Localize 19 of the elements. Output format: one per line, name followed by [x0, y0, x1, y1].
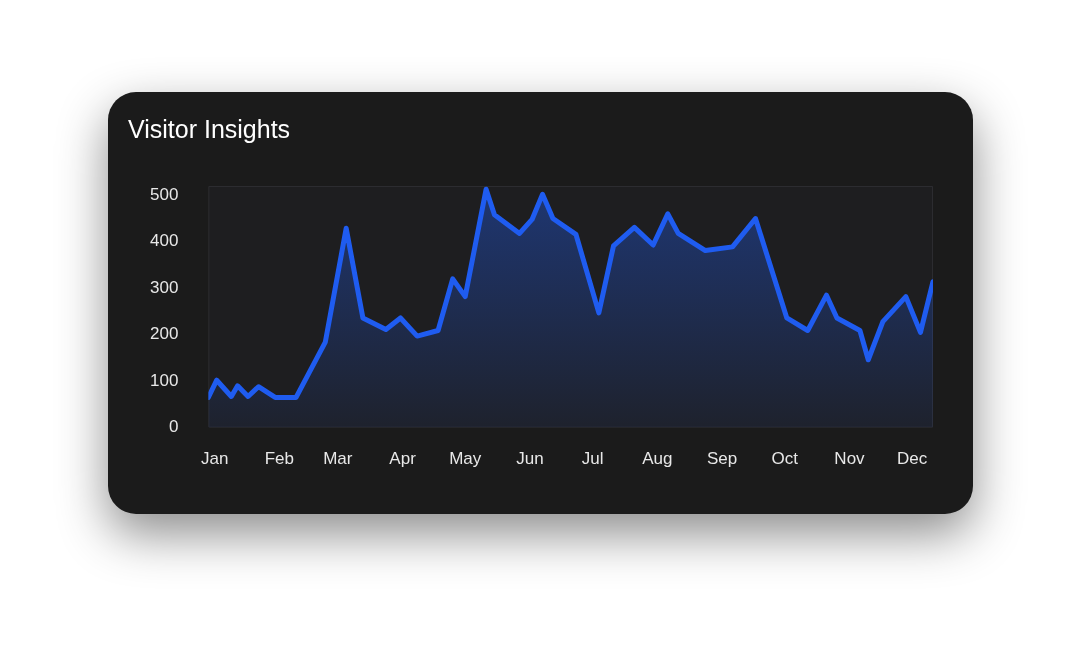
y-tick-label: 400: [149, 231, 179, 251]
y-tick-label: 100: [149, 370, 179, 390]
x-tick-label: Feb: [264, 449, 295, 469]
x-tick-label: Jun: [516, 449, 544, 469]
x-tick-label: Jan: [200, 449, 229, 469]
x-tick-label: Sep: [706, 449, 738, 469]
chart-title: Visitor Insights: [128, 114, 291, 143]
x-tick-label: Dec: [897, 449, 928, 469]
x-tick-label: Aug: [642, 449, 673, 469]
y-tick-label: 500: [149, 184, 179, 204]
y-tick-label: 300: [149, 277, 179, 297]
x-tick-label: Jul: [581, 449, 604, 469]
x-tick-label: Mar: [323, 449, 353, 469]
x-tick-label: Nov: [834, 449, 866, 469]
x-tick-label: Oct: [771, 449, 799, 469]
x-tick-label: May: [449, 449, 482, 469]
y-tick-label: 200: [149, 324, 179, 344]
x-tick-label: Apr: [389, 449, 417, 469]
y-tick-label: 0: [168, 417, 179, 437]
